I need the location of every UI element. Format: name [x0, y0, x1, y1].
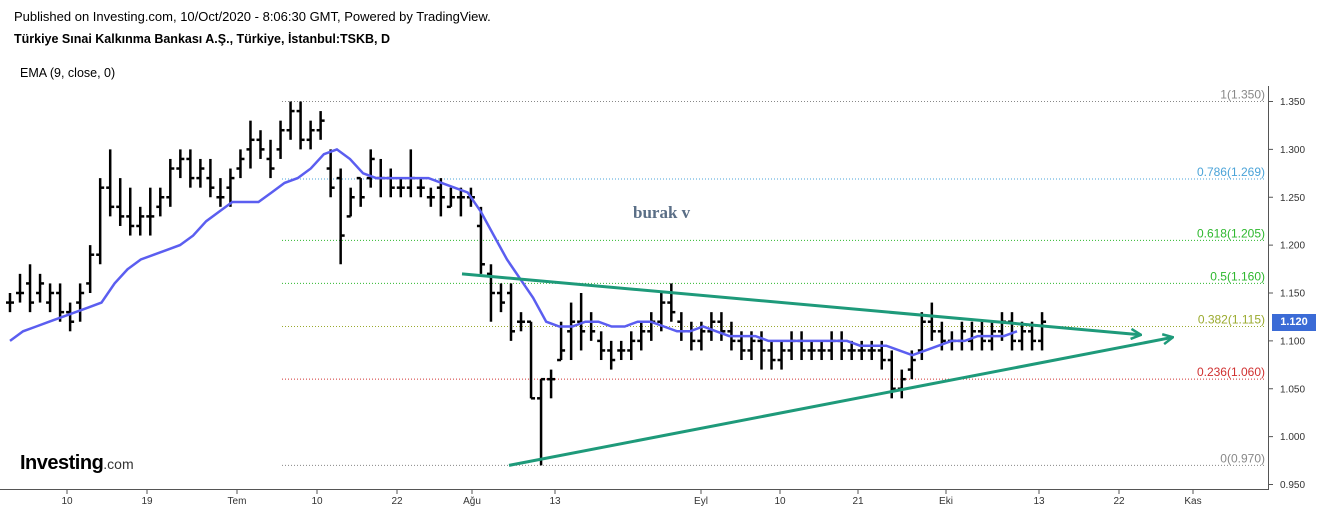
y-tick-label: 0.950	[1280, 480, 1305, 491]
x-tick-label: 13	[1033, 496, 1045, 507]
fib-label: 0.618(1.205)	[1197, 226, 1265, 240]
annotation-text: burak v	[633, 203, 691, 222]
fib-label: 0.382(1.115)	[1198, 313, 1265, 327]
x-tick-label: 21	[852, 496, 864, 507]
x-tick-label: 22	[391, 496, 403, 507]
x-tick-label: Kas	[1184, 496, 1201, 507]
x-tick-label: 19	[141, 496, 153, 507]
y-tick-label: 1.350	[1280, 97, 1305, 108]
y-tick-label: 1.200	[1280, 241, 1305, 252]
x-tick-label: 22	[1113, 496, 1125, 507]
fib-label: 0(0.970)	[1220, 451, 1265, 465]
published-caption: Published on Investing.com, 10/Oct/2020 …	[14, 9, 491, 24]
y-tick-label: 1.250	[1280, 193, 1305, 204]
x-tick-label: 10	[774, 496, 786, 507]
fib-label: 0.786(1.269)	[1197, 165, 1265, 179]
fib-label: 0.236(1.060)	[1197, 365, 1265, 379]
fib-label: 0.5(1.160)	[1210, 269, 1265, 283]
x-tick-label: 10	[61, 496, 73, 507]
instrument-title: Türkiye Sınai Kalkınma Bankası A.Ş., Tür…	[14, 32, 391, 46]
y-tick-label: 1.150	[1280, 289, 1305, 300]
y-tick-label: 1.050	[1280, 384, 1305, 395]
y-tick-label: 1.300	[1280, 145, 1305, 156]
y-tick-label: 1.100	[1280, 336, 1305, 347]
fib-label: 1(1.350)	[1220, 88, 1265, 102]
indicator-label: EMA (9, close, 0)	[20, 66, 116, 80]
x-tick-label: Eki	[939, 496, 953, 507]
x-tick-label: 13	[549, 496, 561, 507]
y-tick-label: 1.000	[1280, 432, 1305, 443]
x-tick-label: Tem	[228, 496, 247, 507]
x-tick-label: Eyl	[694, 496, 708, 507]
investing-logo: Investing.com	[20, 452, 134, 474]
ema-line	[9, 147, 1018, 357]
x-tick-label: Ağu	[463, 496, 481, 507]
x-tick-label: 10	[311, 496, 323, 507]
upper-trendline	[461, 272, 1140, 335]
lower-trendline	[508, 337, 1172, 467]
last-price-tag: 1.120	[1272, 314, 1316, 331]
